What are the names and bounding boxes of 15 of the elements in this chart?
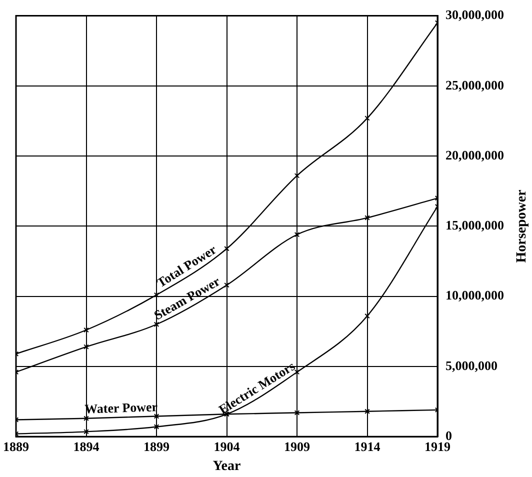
y-tick-label: 15,000,000 [446, 218, 504, 233]
x-tick-label: 1899 [144, 438, 170, 454]
y-tick-label: 10,000,000 [446, 288, 504, 303]
x-tick-label: 1914 [354, 438, 381, 454]
x-tick-label: 1909 [284, 438, 310, 454]
y-tick-label: 25,000,000 [446, 77, 504, 92]
x-tick-label: 1889 [3, 438, 30, 454]
x-tick-label: 1904 [214, 438, 240, 454]
y-axis-title: Horsepower [514, 190, 530, 263]
y-tick-label: 0 [446, 428, 452, 443]
x-tick-label: 1894 [73, 438, 100, 454]
y-tick-label: 20,000,000 [446, 147, 504, 162]
y-tick-label: 30,000,000 [446, 7, 504, 22]
y-tick-label: 5,000,000 [446, 358, 498, 373]
x-axis-title: Year [212, 459, 241, 474]
